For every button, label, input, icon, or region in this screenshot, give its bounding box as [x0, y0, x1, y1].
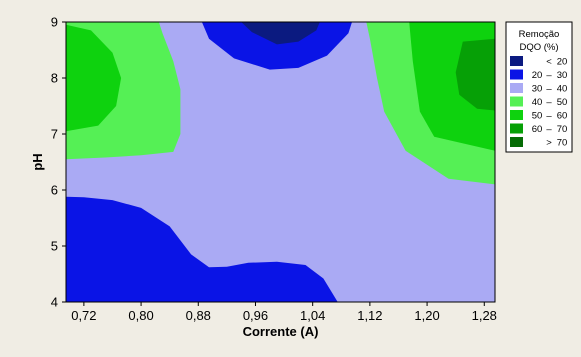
x-tick-label: 0,96 — [243, 308, 268, 323]
legend-swatch — [510, 96, 523, 107]
region-60-70-right — [455, 38, 495, 111]
legend-swatch — [510, 56, 523, 66]
y-axis-title: pH — [30, 153, 45, 170]
legend-swatch — [510, 110, 523, 120]
contour-regions — [66, 22, 495, 302]
x-tick-label: 0,88 — [186, 308, 211, 323]
x-tick-label: 1,28 — [472, 308, 497, 323]
legend-swatch — [510, 123, 523, 134]
legend-range-high: 70 — [557, 138, 568, 149]
legend-range-high: 40 — [557, 84, 568, 95]
axis-ticks: 0,72 0,80 0,88 0,96 1,04 1,12 1,20 1,28 4 5 6 7 8 9 — [51, 15, 497, 324]
legend-range-separator: > — [546, 138, 552, 149]
y-tick-label: 9 — [51, 15, 58, 30]
legend-swatch — [510, 69, 523, 80]
legend-range-separator: – — [546, 124, 552, 135]
legend-range-high: 50 — [557, 97, 568, 108]
legend-range-separator: – — [546, 70, 552, 81]
legend-range-high: 30 — [557, 70, 568, 81]
legend-swatch — [510, 83, 523, 93]
x-tick-label: 0,72 — [71, 308, 96, 323]
y-tick-label: 8 — [51, 71, 58, 86]
legend-range-separator: – — [546, 84, 552, 95]
legend-range-separator: – — [546, 97, 552, 108]
legend-title-line2: DQO (%) — [519, 42, 558, 53]
region-50-60-left — [66, 24, 122, 132]
x-tick-label: 1,20 — [414, 308, 439, 323]
y-tick-label: 5 — [51, 239, 58, 254]
legend-title-line1: Remoção — [519, 29, 560, 40]
legend-range-low: 60 — [532, 124, 543, 135]
legend: Remoção DQO (%) <2020–3030–4040–5050–606… — [505, 21, 573, 153]
region-below-20-top — [241, 22, 320, 45]
plot-frame — [65, 21, 496, 303]
legend-range-low: 30 — [532, 84, 543, 95]
legend-range-low: 20 — [532, 70, 543, 81]
region-20-30-top — [201, 22, 352, 70]
x-tick-label: 1,12 — [357, 308, 382, 323]
legend-range-low: 50 — [532, 111, 543, 122]
y-tick-label: 6 — [51, 183, 58, 198]
x-tick-label: 1,04 — [300, 308, 325, 323]
legend-range-high: 20 — [557, 57, 568, 68]
region-20-30-bottom — [66, 196, 338, 302]
y-tick-label: 4 — [51, 295, 58, 310]
x-axis-title: Corrente (A) — [243, 324, 319, 339]
legend-range-separator: < — [546, 57, 552, 68]
y-tick-label: 7 — [51, 127, 58, 142]
legend-range-low: 40 — [532, 97, 543, 108]
legend-range-separator: – — [546, 111, 552, 122]
x-tick-label: 0,80 — [128, 308, 153, 323]
legend-range-high: 70 — [557, 124, 568, 135]
legend-range-high: 60 — [557, 111, 568, 122]
legend-swatch — [510, 137, 523, 147]
